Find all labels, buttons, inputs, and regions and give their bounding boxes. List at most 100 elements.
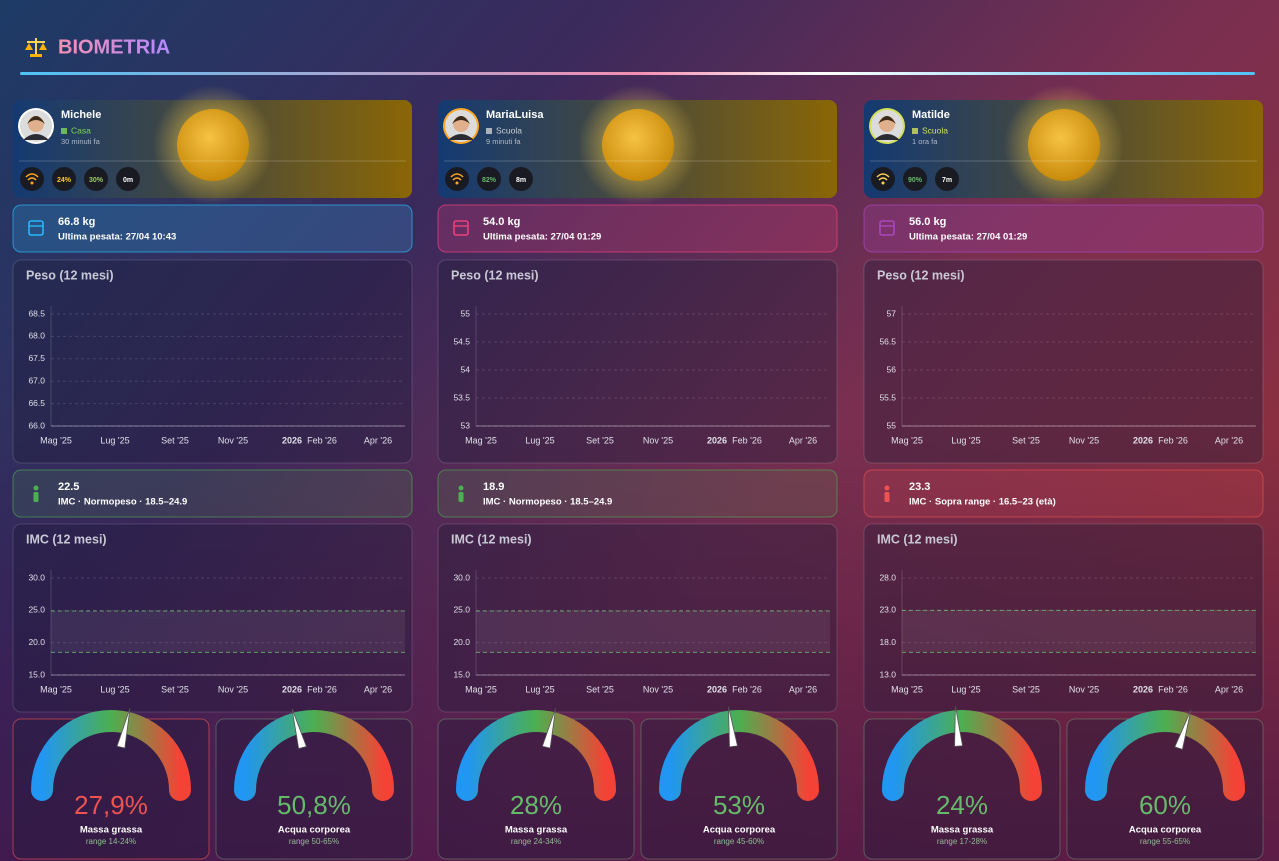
normal-range-band — [476, 610, 830, 653]
gauge-label: Acqua corporea — [278, 825, 351, 836]
y-tick-label: 30.0 — [28, 572, 45, 582]
y-tick-label: 25.0 — [28, 605, 45, 615]
chart-title: IMC (12 mesi) — [451, 532, 532, 546]
profile-name: MariaLuisa — [486, 109, 544, 121]
chart-card — [863, 259, 1264, 464]
gauge-value: 27,9% — [74, 790, 148, 820]
gauge-needle — [954, 706, 964, 747]
profile-updated: 30 minuti fa — [61, 137, 101, 146]
gauge-needle — [291, 708, 307, 750]
y-tick-label: 56 — [887, 364, 897, 374]
x-tick-label: Apr '26 — [1215, 435, 1243, 445]
y-tick-label: 54.5 — [453, 336, 470, 346]
x-tick-label: Lug '25 — [100, 435, 129, 445]
normal-range-band — [51, 610, 405, 653]
location-icon — [486, 128, 492, 134]
y-tick-label: 54 — [461, 364, 471, 374]
header-icon — [25, 38, 47, 57]
wifi-chip — [871, 167, 895, 191]
chart-card — [437, 523, 838, 713]
scale-icon — [28, 220, 44, 236]
x-tick-label: Set '25 — [1012, 435, 1040, 445]
header-divider — [20, 72, 1255, 75]
chart-card — [437, 259, 838, 464]
x-tick-label: Mag '25 — [891, 684, 923, 694]
weight-card — [863, 204, 1264, 253]
wifi-icon — [876, 173, 890, 181]
profile-location: Scuola — [922, 125, 948, 135]
wifi-dot — [455, 181, 459, 185]
avatar-body — [448, 134, 474, 140]
status-chip — [935, 167, 959, 191]
x-tick-label: 2026 — [1133, 684, 1153, 694]
gauge-range: range 14-24% — [86, 837, 136, 846]
y-tick-label: 23.0 — [879, 605, 896, 615]
chart-card — [12, 523, 413, 713]
gauge-arc — [659, 710, 819, 801]
gauge-range: range 17-28% — [937, 837, 987, 846]
y-tick-label: 53.5 — [453, 392, 470, 402]
gauge-needle — [1174, 709, 1192, 750]
y-tick-label: 68.0 — [28, 331, 45, 341]
y-tick-label: 55 — [461, 308, 471, 318]
x-tick-label: Lug '25 — [951, 435, 980, 445]
chart-card — [863, 523, 1264, 713]
profile-name: Michele — [61, 109, 101, 121]
y-tick-label: 53 — [461, 420, 471, 430]
x-tick-label: Lug '25 — [100, 684, 129, 694]
bmi-icon-head — [458, 485, 464, 491]
chart-card — [12, 259, 413, 464]
weight-last: Ultima pesata: 27/04 10:43 — [58, 232, 176, 243]
wifi-chip — [445, 167, 469, 191]
x-tick-label: Set '25 — [161, 684, 189, 694]
x-tick-label: Set '25 — [1012, 684, 1040, 694]
profile-location: Scuola — [496, 125, 522, 135]
bmi-card — [12, 469, 413, 518]
y-tick-label: 20.0 — [28, 637, 45, 647]
status-chip-text: 30% — [89, 177, 104, 184]
y-tick-label: 15.0 — [453, 669, 470, 679]
gauge-arc — [234, 710, 394, 801]
status-chip — [84, 167, 108, 191]
x-tick-label: 2026 — [707, 435, 727, 445]
y-tick-label: 30.0 — [453, 572, 470, 582]
weight-card — [12, 204, 413, 253]
x-tick-label: Feb '26 — [732, 684, 762, 694]
bmi-value: 23.3 — [909, 481, 930, 493]
y-tick-label: 66.5 — [28, 398, 45, 408]
x-tick-label: Lug '25 — [525, 684, 554, 694]
y-tick-label: 68.5 — [28, 308, 45, 318]
normal-range-band — [902, 610, 1256, 653]
wifi-dot — [881, 181, 885, 185]
bmi-icon-head — [33, 485, 39, 491]
y-tick-label: 67.0 — [28, 375, 45, 385]
chart-title: Peso (12 mesi) — [26, 268, 114, 282]
chart-title: Peso (12 mesi) — [451, 268, 539, 282]
weight-value: 56.0 kg — [909, 216, 946, 228]
sun — [177, 109, 249, 181]
status-chip — [509, 167, 533, 191]
bmi-icon-body — [33, 492, 39, 502]
bmi-text: IMC · Normopeso · 18.5–24.9 — [58, 497, 187, 508]
x-tick-label: Apr '26 — [1215, 684, 1243, 694]
x-tick-label: Nov '25 — [218, 435, 248, 445]
weight-value: 66.8 kg — [58, 216, 95, 228]
y-tick-label: 57 — [887, 308, 897, 318]
x-tick-label: Feb '26 — [1158, 435, 1188, 445]
gauge-arc — [31, 710, 191, 801]
gauge-needle — [116, 708, 131, 749]
gauge-needle — [541, 708, 557, 749]
status-chip — [52, 167, 76, 191]
gauge-label: Massa grassa — [80, 825, 143, 836]
status-chip-text: 82% — [482, 177, 497, 184]
location-icon — [61, 128, 67, 134]
x-tick-label: Feb '26 — [307, 684, 337, 694]
y-tick-label: 28.0 — [879, 572, 896, 582]
gauge-label: Acqua corporea — [1129, 825, 1202, 836]
x-tick-label: Apr '26 — [789, 684, 817, 694]
y-tick-label: 20.0 — [453, 637, 470, 647]
x-tick-label: Feb '26 — [732, 435, 762, 445]
gauge-value: 50,8% — [277, 790, 351, 820]
x-tick-label: Apr '26 — [364, 435, 392, 445]
